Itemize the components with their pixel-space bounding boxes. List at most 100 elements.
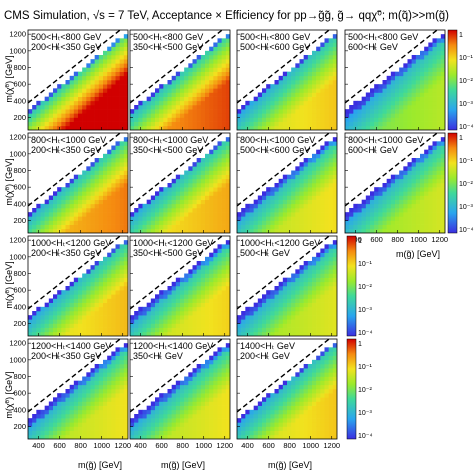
heatmap-cell (180, 80, 185, 85)
heatmap-cell (436, 67, 442, 72)
heatmap-cell (213, 422, 218, 427)
heatmap-cell (138, 409, 143, 415)
heatmap-cell (324, 88, 329, 93)
heatmap-cell (225, 364, 230, 369)
heatmap-cell (205, 100, 210, 106)
heatmap-cell (299, 63, 304, 68)
heatmap-cell (180, 286, 185, 291)
heatmap-cell (86, 92, 91, 97)
heatmap-cell (361, 208, 367, 213)
heatmap-cell (257, 224, 263, 230)
heatmap-cell (94, 117, 100, 122)
heatmap-cell (184, 331, 189, 336)
heatmap-cell (225, 195, 230, 200)
heatmap-cell (295, 384, 300, 390)
heatmap-cell (332, 212, 337, 217)
heatmap-cell (353, 109, 358, 114)
heatmap-cell (328, 158, 334, 163)
heatmap-cell (44, 434, 50, 439)
heatmap-cell (73, 414, 79, 419)
heatmap-cell (192, 199, 197, 205)
heatmap-cell (324, 63, 329, 68)
heatmap-cell (291, 286, 296, 291)
heatmap-cell (432, 191, 437, 196)
heatmap-cell (65, 401, 70, 406)
heatmap-cell (209, 302, 214, 308)
heatmap-cell (90, 418, 95, 423)
heatmap-cell (184, 228, 189, 233)
heatmap-cell (94, 162, 100, 167)
heatmap-cell (123, 364, 128, 369)
heatmap-cell (40, 117, 45, 122)
heatmap-cell (94, 261, 100, 266)
heatmap-cell (90, 376, 95, 381)
heatmap-cell (217, 183, 222, 188)
heatmap-cell (270, 426, 275, 431)
heatmap-cell (184, 327, 189, 333)
heatmap-cell (98, 203, 104, 209)
heatmap-cell (361, 220, 367, 225)
heatmap-cell (395, 191, 400, 196)
heatmap-cell (316, 224, 321, 230)
heatmap-cell (86, 109, 91, 114)
heatmap-cell (328, 393, 334, 398)
heatmap-cell (69, 92, 75, 97)
heatmap-cell (217, 117, 222, 122)
heatmap-cell (436, 220, 442, 225)
heatmap-cell (146, 323, 152, 328)
heatmap-cell (192, 323, 197, 328)
heatmap-cell (196, 158, 202, 163)
heatmap-cell (316, 286, 321, 291)
heatmap-cell (111, 67, 116, 72)
heatmap-cell (257, 220, 263, 225)
heatmap-cell (420, 212, 425, 217)
heatmap-cell (180, 208, 185, 213)
heatmap-cell (90, 178, 95, 184)
heatmap-cell (155, 311, 160, 316)
heatmap-cell (188, 125, 193, 130)
heatmap-cell (150, 109, 156, 114)
heatmap-cell (291, 113, 296, 118)
heatmap-cell (111, 409, 116, 415)
heatmap-cell (295, 166, 300, 171)
heatmap-cell (399, 117, 404, 122)
heatmap-cell (123, 174, 128, 180)
heatmap-cell (119, 384, 125, 390)
heatmap-cell (150, 327, 156, 333)
heatmap-cell (328, 187, 334, 192)
heatmap-cell (44, 409, 50, 415)
heatmap-cell (440, 88, 445, 93)
heatmap-cell (274, 405, 279, 411)
heatmap-cell (192, 265, 197, 270)
heatmap-cell (415, 212, 421, 217)
heatmap-cell (257, 203, 263, 209)
heatmap-cell (374, 117, 379, 122)
heatmap-cell (103, 364, 108, 369)
heatmap-cell (332, 38, 337, 43)
heatmap-cell (386, 88, 392, 93)
heatmap-cell (361, 96, 367, 102)
heatmap-cell (436, 75, 442, 81)
heatmap-cell (103, 393, 108, 398)
heatmap-cell (111, 405, 116, 411)
heatmap-cell (142, 414, 147, 419)
heatmap-cell (299, 286, 304, 291)
heatmap-cell (312, 158, 317, 163)
heatmap-cell (287, 183, 292, 188)
heatmap-cell (237, 212, 242, 217)
heatmap-cell (370, 228, 375, 233)
heatmap-cell (266, 84, 271, 89)
heatmap-cell (245, 224, 250, 230)
heatmap-cell (94, 125, 100, 130)
heatmap-cell (225, 244, 230, 249)
heatmap-cell (73, 298, 79, 303)
heatmap-cell (107, 59, 112, 64)
heatmap-cell (324, 183, 329, 188)
heatmap-cell (61, 199, 66, 205)
heatmap-cell (107, 166, 112, 171)
heatmap-cell (278, 393, 284, 398)
heatmap-cell (138, 426, 143, 431)
heatmap-cell (332, 368, 337, 373)
heatmap-cell (115, 216, 120, 221)
